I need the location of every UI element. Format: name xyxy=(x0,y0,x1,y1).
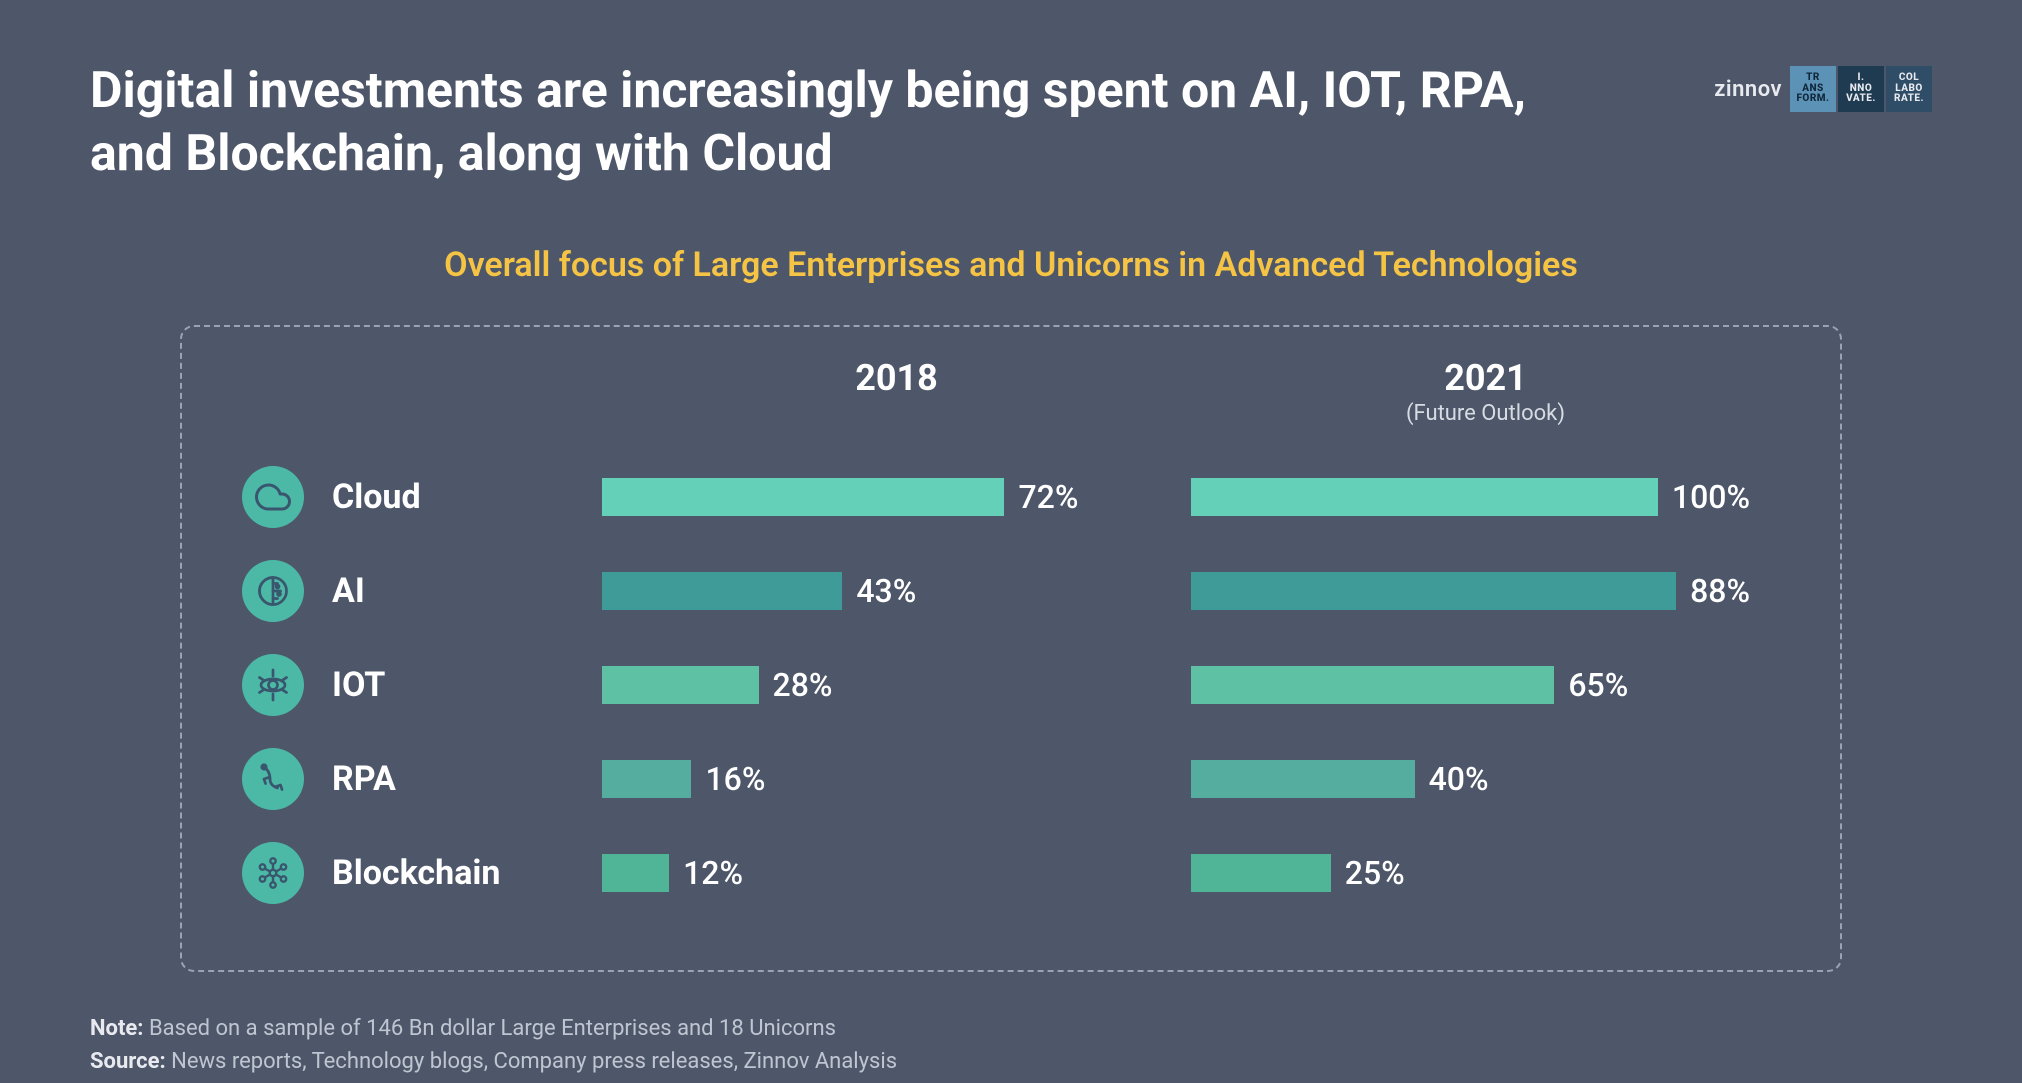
bar-track: 88% xyxy=(1191,572,1750,610)
bar-cell: 100% xyxy=(1191,478,1780,516)
bar-value: 40% xyxy=(1429,760,1489,798)
row-label-col: RPA xyxy=(242,748,602,810)
bar xyxy=(602,478,1004,516)
brand-square: TRANSFORM. xyxy=(1790,66,1836,112)
bar-cell: 40% xyxy=(1191,760,1780,798)
slide-title: Digital investments are increasingly bei… xyxy=(90,60,1590,185)
chart-row: Cloud 72% 100% xyxy=(242,450,1780,544)
bar xyxy=(602,572,842,610)
bar-cell: 12% xyxy=(602,854,1191,892)
bar-cell: 25% xyxy=(1191,854,1780,892)
bar-value: 100% xyxy=(1672,478,1750,516)
bar-track: 72% xyxy=(602,478,1161,516)
bar xyxy=(1191,760,1415,798)
source-line: Source: News reports, Technology blogs, … xyxy=(90,1045,1932,1078)
bar-track: 25% xyxy=(1191,854,1750,892)
bar-value: 25% xyxy=(1345,854,1405,892)
header-row: Digital investments are increasingly bei… xyxy=(90,60,1932,185)
row-label-col: AI xyxy=(242,560,602,622)
chart-frame: 20182021(Future Outlook) Cloud 72% 100% AI 4… xyxy=(180,325,1842,972)
source-text: News reports, Technology blogs, Company … xyxy=(171,1049,897,1074)
blockchain-icon xyxy=(242,842,304,904)
row-label-col: IOT xyxy=(242,654,602,716)
brand-word: zinnov xyxy=(1714,77,1782,102)
bar xyxy=(1191,478,1658,516)
category-label: RPA xyxy=(332,759,396,799)
bar-track: 40% xyxy=(1191,760,1750,798)
bar-cell: 28% xyxy=(602,666,1191,704)
bar-track: 43% xyxy=(602,572,1161,610)
bar xyxy=(1191,666,1554,704)
brand-squares: TRANSFORM.I.NNOVATE.COLLABORATE. xyxy=(1790,66,1932,112)
brand-square: COLLABORATE. xyxy=(1886,66,1932,112)
spacer xyxy=(242,357,602,426)
bar-value: 28% xyxy=(773,666,833,704)
category-label: Blockchain xyxy=(332,853,500,893)
rpa-icon xyxy=(242,748,304,810)
year-sublabel: (Future Outlook) xyxy=(1191,401,1780,426)
bar-track: 12% xyxy=(602,854,1161,892)
bar-value: 16% xyxy=(705,760,765,798)
slide-subtitle: Overall focus of Large Enterprises and U… xyxy=(90,245,1932,285)
bar-cell: 65% xyxy=(1191,666,1780,704)
category-label: IOT xyxy=(332,665,385,705)
ai-icon xyxy=(242,560,304,622)
bar-cell: 88% xyxy=(1191,572,1780,610)
bar-value: 12% xyxy=(683,854,743,892)
bar-cell: 43% xyxy=(602,572,1191,610)
brand-square: I.NNOVATE. xyxy=(1838,66,1884,112)
brand-logo: zinnov TRANSFORM.I.NNOVATE.COLLABORATE. xyxy=(1714,66,1932,112)
bar-track: 28% xyxy=(602,666,1161,704)
chart-row: RPA 16% 40% xyxy=(242,732,1780,826)
year-label: 2021 xyxy=(1191,357,1780,399)
year-headers: 20182021(Future Outlook) xyxy=(242,357,1780,426)
chart-row: IOT 28% 65% xyxy=(242,638,1780,732)
bar-track: 65% xyxy=(1191,666,1750,704)
note-text: Based on a sample of 146 Bn dollar Large… xyxy=(149,1016,836,1041)
note-label: Note: xyxy=(90,1016,143,1041)
note-line: Note: Based on a sample of 146 Bn dollar… xyxy=(90,1012,1932,1045)
bar-value: 65% xyxy=(1568,666,1628,704)
row-label-col: Cloud xyxy=(242,466,602,528)
year-columns: 20182021(Future Outlook) xyxy=(602,357,1780,426)
bar-cell: 72% xyxy=(602,478,1191,516)
year-column: 2018 xyxy=(602,357,1191,426)
iot-icon xyxy=(242,654,304,716)
bar-value: 88% xyxy=(1690,572,1750,610)
bar-track: 16% xyxy=(602,760,1161,798)
chart-rows: Cloud 72% 100% AI 43% 88% IOT 28% 65% RPA 16% 40% Bl… xyxy=(242,450,1780,920)
cloud-icon xyxy=(242,466,304,528)
bar-track: 100% xyxy=(1191,478,1750,516)
category-label: AI xyxy=(332,571,365,611)
year-label: 2018 xyxy=(602,357,1191,399)
chart-row: AI 43% 88% xyxy=(242,544,1780,638)
slide-root: Digital investments are increasingly bei… xyxy=(0,0,2022,1083)
bar xyxy=(1191,854,1331,892)
source-label: Source: xyxy=(90,1049,166,1074)
bar-value: 72% xyxy=(1018,478,1078,516)
bar xyxy=(602,666,759,704)
bar xyxy=(602,760,691,798)
bar xyxy=(1191,572,1676,610)
category-label: Cloud xyxy=(332,477,421,517)
row-label-col: Blockchain xyxy=(242,842,602,904)
bar-cell: 16% xyxy=(602,760,1191,798)
chart-row: Blockchain 12% 25% xyxy=(242,826,1780,920)
bar-value: 43% xyxy=(856,572,916,610)
bar xyxy=(602,854,669,892)
year-column: 2021(Future Outlook) xyxy=(1191,357,1780,426)
footer-notes: Note: Based on a sample of 146 Bn dollar… xyxy=(90,1012,1932,1078)
